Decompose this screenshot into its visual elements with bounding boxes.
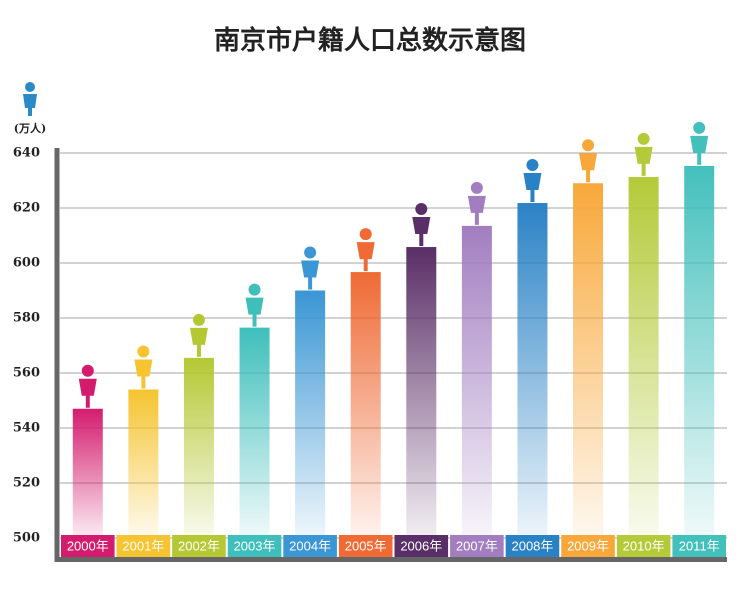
y-tick-label: 500: [13, 531, 40, 546]
category-box: [561, 535, 615, 557]
unit-icon: [23, 82, 37, 116]
y-tick-label: 540: [13, 421, 40, 436]
person-icon: [78, 364, 97, 408]
person-icon: [245, 283, 264, 327]
category-box: [394, 535, 449, 557]
bar: [350, 272, 381, 538]
x-tick-label: 2009年: [567, 538, 609, 553]
chart-title: 南京市户籍人口总数示意图: [214, 25, 526, 56]
person-icon: [690, 121, 709, 165]
y-tick-label: 520: [13, 476, 40, 491]
bar: [239, 327, 270, 538]
category-box: [227, 535, 282, 557]
category-box: [172, 535, 226, 557]
x-tick-label: 2001年: [122, 538, 164, 553]
person-icon: [412, 203, 431, 247]
y-axis-label: (万人): [14, 121, 46, 135]
category-box: [505, 535, 560, 557]
category-box: [450, 535, 504, 557]
x-axis: [55, 557, 727, 562]
x-tick-label: 2004年: [289, 538, 331, 553]
person-icon: [189, 313, 208, 357]
category-box: [283, 535, 337, 557]
person-icon: [523, 159, 542, 203]
category-box: [116, 535, 171, 557]
y-tick-label: 600: [13, 256, 40, 271]
x-tick-label: 2006年: [400, 538, 442, 553]
y-tick-label: 560: [13, 366, 40, 381]
person-icon: [134, 345, 153, 389]
bar: [517, 203, 548, 539]
x-tick-label: 2008年: [511, 538, 553, 553]
person-icon: [634, 132, 653, 176]
bar: [684, 165, 715, 539]
x-tick-label: 2011年: [679, 538, 720, 553]
category-box: [338, 535, 393, 557]
bar: [295, 290, 326, 538]
bar: [72, 408, 103, 538]
x-tick-label: 2010年: [623, 538, 665, 553]
person-icon: [356, 228, 375, 272]
y-tick-label: 620: [13, 201, 40, 216]
y-tick-label: 580: [13, 311, 40, 326]
bar: [628, 176, 659, 539]
category-box: [616, 535, 671, 557]
person-icon: [301, 246, 320, 290]
bar: [573, 183, 604, 538]
bar: [183, 357, 214, 538]
category-box: [672, 535, 726, 557]
person-icon: [579, 139, 598, 183]
person-icon: [467, 181, 486, 225]
x-tick-label: 2000年: [67, 538, 109, 553]
x-tick-label: 2003年: [234, 538, 276, 553]
y-tick-label: 640: [13, 146, 40, 161]
category-box: [61, 535, 115, 557]
x-tick-label: 2002年: [178, 538, 220, 553]
x-tick-label: 2005年: [345, 538, 387, 553]
x-tick-label: 2007年: [456, 538, 498, 553]
bar: [128, 389, 159, 538]
bar: [461, 225, 492, 538]
bar: [406, 247, 437, 539]
